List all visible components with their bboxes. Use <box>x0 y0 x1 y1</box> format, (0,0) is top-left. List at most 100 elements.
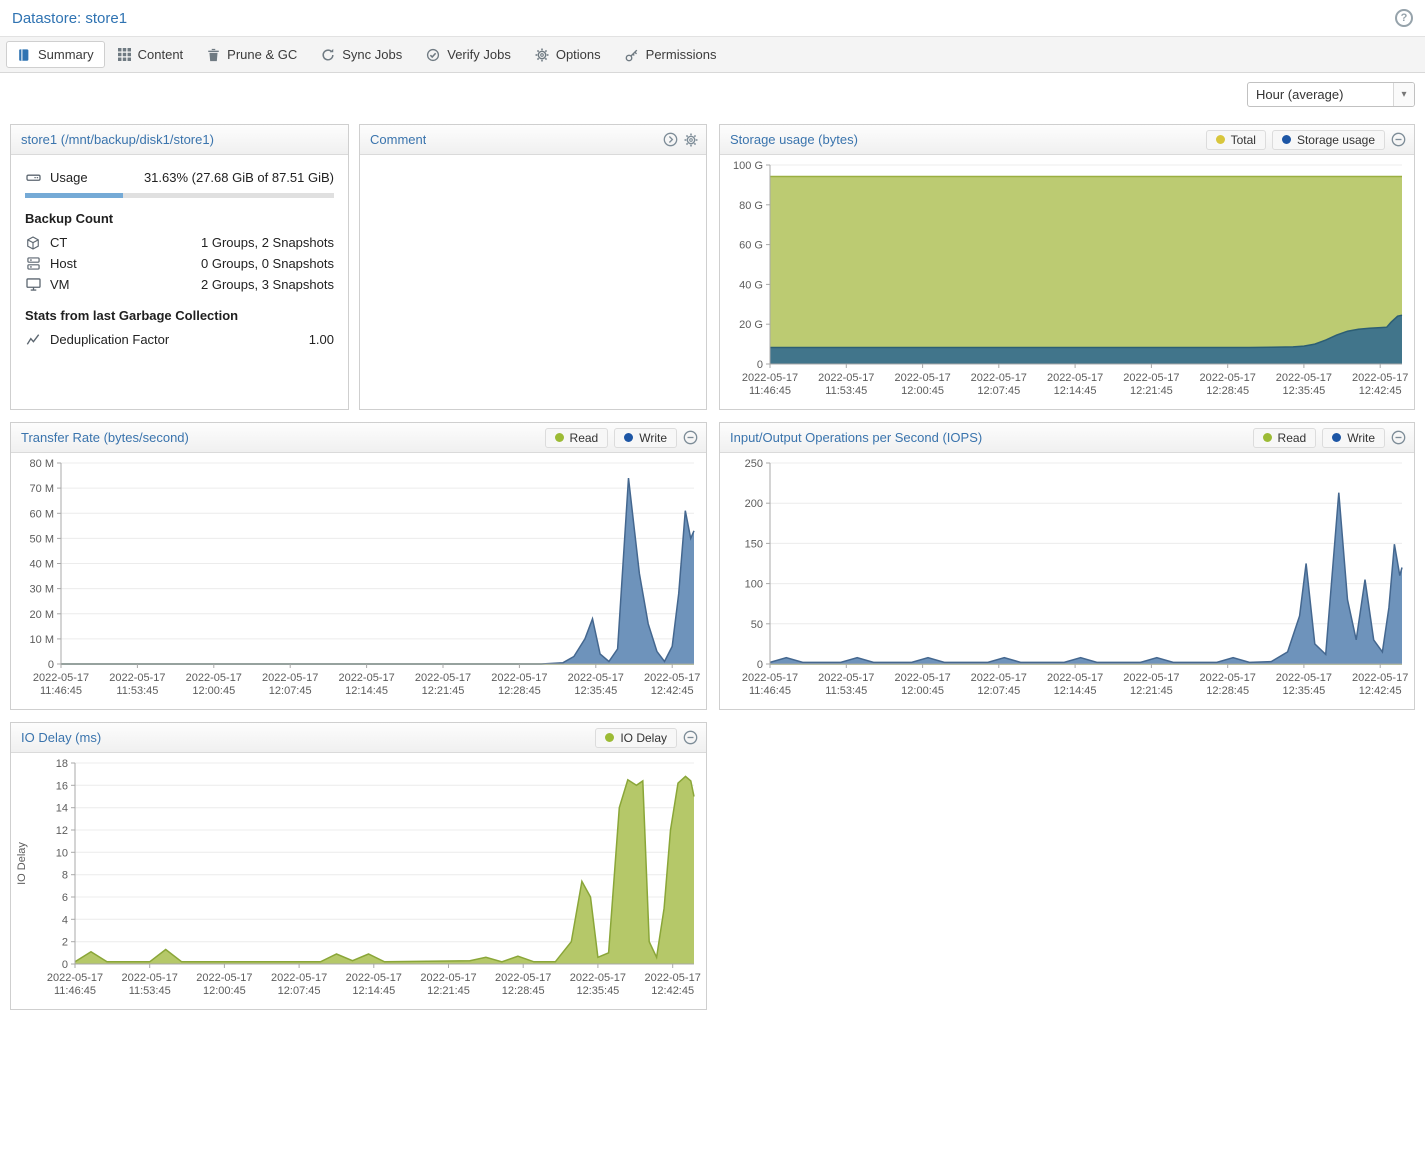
stat-label: VM <box>50 277 70 292</box>
gc-stats-rows: Deduplication Factor 1.00 <box>25 329 334 350</box>
svg-text:10 M: 10 M <box>30 634 54 646</box>
legend-storage-usage[interactable]: Storage usage <box>1271 129 1385 150</box>
legend-label: Write <box>1347 430 1375 445</box>
collapse-icon[interactable] <box>1391 132 1406 147</box>
server-icon <box>25 257 41 270</box>
legend-dot <box>1281 135 1291 144</box>
page-title: Datastore: store1 <box>12 9 128 27</box>
chevron-right-circle-icon[interactable] <box>663 132 678 147</box>
stat-label: Host <box>50 256 77 271</box>
topbar: Datastore: store1 ? <box>0 0 1425 36</box>
datastore-summary-panel: store1 (/mnt/backup/disk1/store1) Usage … <box>10 124 349 410</box>
legend-write[interactable]: Write <box>614 427 677 448</box>
panel-header: Input/Output Operations per Second (IOPS… <box>720 423 1414 453</box>
gear-icon[interactable] <box>684 133 698 147</box>
svg-text:0: 0 <box>62 959 68 971</box>
svg-text:10: 10 <box>56 847 68 859</box>
collapse-icon[interactable] <box>683 430 698 445</box>
svg-text:4: 4 <box>62 914 68 926</box>
svg-text:6: 6 <box>62 892 68 904</box>
toolbar: Hour (average) ▾ <box>0 74 1425 114</box>
tab-prune-gc[interactable]: Prune & GC <box>196 41 308 68</box>
comment-panel-title: Comment <box>370 132 427 147</box>
legend-label: Read <box>569 430 599 445</box>
svg-text:100: 100 <box>745 579 763 591</box>
backup-count-heading: Backup Count <box>25 211 114 226</box>
tab-verify-jobs[interactable]: Verify Jobs <box>415 41 522 68</box>
help-icon[interactable]: ? <box>1395 9 1413 27</box>
svg-text:60 G: 60 G <box>739 240 763 252</box>
storage-usage-title: Storage usage (bytes) <box>730 132 858 147</box>
chevron-down-icon: ▾ <box>1393 82 1414 106</box>
legend-dot <box>605 733 615 742</box>
legend-read[interactable]: Read <box>1252 427 1317 448</box>
svg-text:40 M: 40 M <box>30 559 54 571</box>
legend-io-delay[interactable]: IO Delay <box>595 727 677 748</box>
timeframe-value: Hour (average) <box>1256 86 1344 102</box>
legend-write[interactable]: Write <box>1322 427 1385 448</box>
datastore-panel-body: Usage 31.63% (27.68 GiB of 87.51 GiB) Ba… <box>11 155 348 408</box>
panel-header: IO Delay (ms) IO Delay <box>11 723 706 753</box>
transfer-rate-chart: 0 10 M 20 M 30 M 40 M 50 M 60 M 70 M 80 M 2022-05… <box>30 458 701 697</box>
transfer-rate-panel: Transfer Rate (bytes/second) Read Write 0… <box>10 422 707 710</box>
io-delay-panel: IO Delay (ms) IO Delay 0 2 4 6 8 10 12 14 16 18 20… <box>10 722 707 1010</box>
storage-usage-panel: Storage usage (bytes) Total Storage usage… <box>719 124 1415 410</box>
stat-row: CT 1 Groups, 2 Snapshots <box>25 232 334 253</box>
stat-value: 0 Groups, 0 Snapshots <box>201 256 334 271</box>
timeframe-select[interactable]: Hour (average) ▾ <box>1247 81 1415 107</box>
panel-header: Comment <box>360 125 706 155</box>
legend-label: Write <box>639 430 667 445</box>
stat-label: Deduplication Factor <box>50 332 170 347</box>
legend-read[interactable]: Read <box>544 427 609 448</box>
legend-dot <box>624 433 634 442</box>
backup-count-rows: CT 1 Groups, 2 Snapshots Host 0 Groups, 0 S… <box>25 232 334 295</box>
stat-value: 1 Groups, 2 Snapshots <box>201 235 334 250</box>
svg-text:200: 200 <box>745 498 763 510</box>
panel-header: Transfer Rate (bytes/second) Read Write <box>11 423 706 453</box>
comment-panel: Comment <box>359 124 707 410</box>
legend-total[interactable]: Total <box>1205 129 1266 150</box>
panel-header: store1 (/mnt/backup/disk1/store1) <box>11 125 348 155</box>
svg-text:14: 14 <box>56 803 68 815</box>
collapse-icon[interactable] <box>683 730 698 745</box>
collapse-icon[interactable] <box>1391 430 1406 445</box>
svg-text:0: 0 <box>757 659 763 671</box>
tab-options[interactable]: Options <box>524 41 612 68</box>
datastore-panel-title: store1 (/mnt/backup/disk1/store1) <box>21 132 214 147</box>
svg-text:16: 16 <box>56 780 68 792</box>
tab-summary[interactable]: Summary <box>6 41 105 68</box>
tab-permissions[interactable]: Permissions <box>614 41 728 68</box>
svg-text:100 G: 100 G <box>733 160 763 172</box>
legend-label: Read <box>1277 430 1307 445</box>
trash-icon <box>207 48 220 62</box>
io-delay-chart: 0 2 4 6 8 10 12 14 16 18 2022-05-17 11:46:45 2022-05… <box>16 758 701 997</box>
desktop-icon <box>25 278 41 291</box>
hdd-icon <box>25 171 41 184</box>
svg-text:0: 0 <box>757 359 763 371</box>
gc-stats-heading: Stats from last Garbage Collection <box>25 308 239 323</box>
legend-dot <box>1215 135 1225 144</box>
grid-icon <box>117 48 131 61</box>
svg-text:30 M: 30 M <box>30 584 54 596</box>
tab-sync-jobs[interactable]: Sync Jobs <box>310 41 413 68</box>
tab-content[interactable]: Content <box>107 41 195 68</box>
legend-label: Total <box>1230 132 1256 147</box>
